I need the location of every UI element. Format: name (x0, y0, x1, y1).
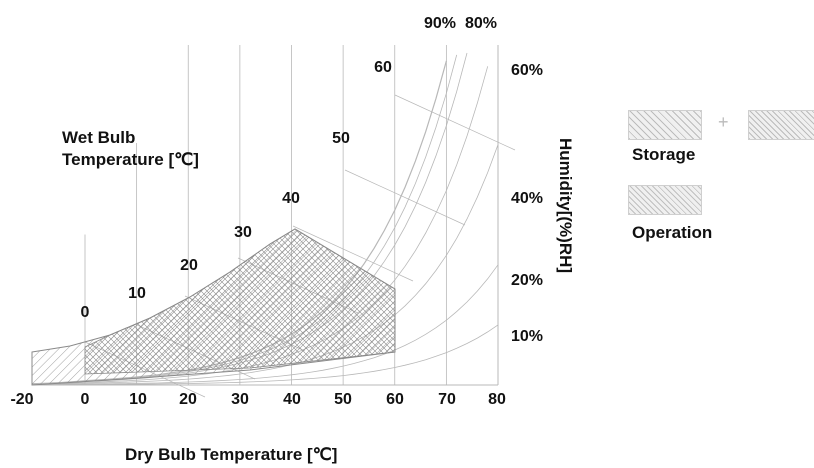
rh-label: 90% (424, 15, 456, 32)
wet-bulb-label-line1: Wet Bulb (62, 128, 136, 147)
wet-bulb-gridline (292, 225, 414, 282)
rh-label: 60% (511, 62, 543, 79)
x-tick-label: 60 (386, 391, 404, 408)
wet-bulb-gridline (344, 169, 466, 226)
wet-bulb-tick-label: 40 (282, 190, 300, 207)
operation-region (84, 228, 396, 375)
legend-operation-label: Operation (632, 223, 713, 242)
wet-bulb-tick-label: 10 (128, 285, 146, 302)
x-tick-label: 10 (129, 391, 147, 408)
x-tick-label: 20 (179, 391, 197, 408)
regions (31, 228, 396, 386)
rh-label: 10% (511, 328, 543, 345)
wet-bulb-tick-label: 0 (81, 304, 90, 321)
plus-icon: + (718, 112, 729, 132)
wet-bulb-label-line2: Temperature [℃] (62, 150, 199, 169)
storage-swatch (628, 110, 702, 140)
x-tick-label: 50 (334, 391, 352, 408)
x-tick-label: 80 (488, 391, 506, 408)
wet-bulb-ticks: 0 10 20 30 40 50 60 (81, 59, 392, 321)
legend-storage-label: Storage (632, 145, 696, 164)
x-tick-label: 0 (81, 391, 90, 408)
x-ticks: -20 0 10 20 30 40 50 60 70 80 (10, 391, 506, 408)
x-axis-label: Dry Bulb Temperature [℃] (125, 445, 338, 464)
x-tick-label: 40 (283, 391, 301, 408)
rh-label: 20% (511, 272, 543, 289)
rh-label: 80% (465, 15, 497, 32)
x-tick-label: 70 (438, 391, 456, 408)
rh-label: 40% (511, 190, 543, 207)
rh-labels: 90% 80% 60% 40% 20% 10% (424, 15, 543, 345)
rh-curve (32, 264, 499, 386)
rh-curve (31, 144, 499, 385)
operation-swatch (628, 185, 702, 215)
x-tick-label: -20 (10, 391, 33, 408)
storage-swatch-2 (748, 110, 814, 140)
wet-bulb-gridline (394, 94, 516, 151)
wet-bulb-tick-label: 50 (332, 130, 350, 147)
y-axis-label: Humidity[(%)RH] (556, 138, 575, 274)
wet-bulb-tick-label: 20 (180, 257, 198, 274)
wet-bulb-tick-label: 30 (234, 224, 252, 241)
x-tick-label: 30 (231, 391, 249, 408)
wet-bulb-tick-label: 60 (374, 59, 392, 76)
